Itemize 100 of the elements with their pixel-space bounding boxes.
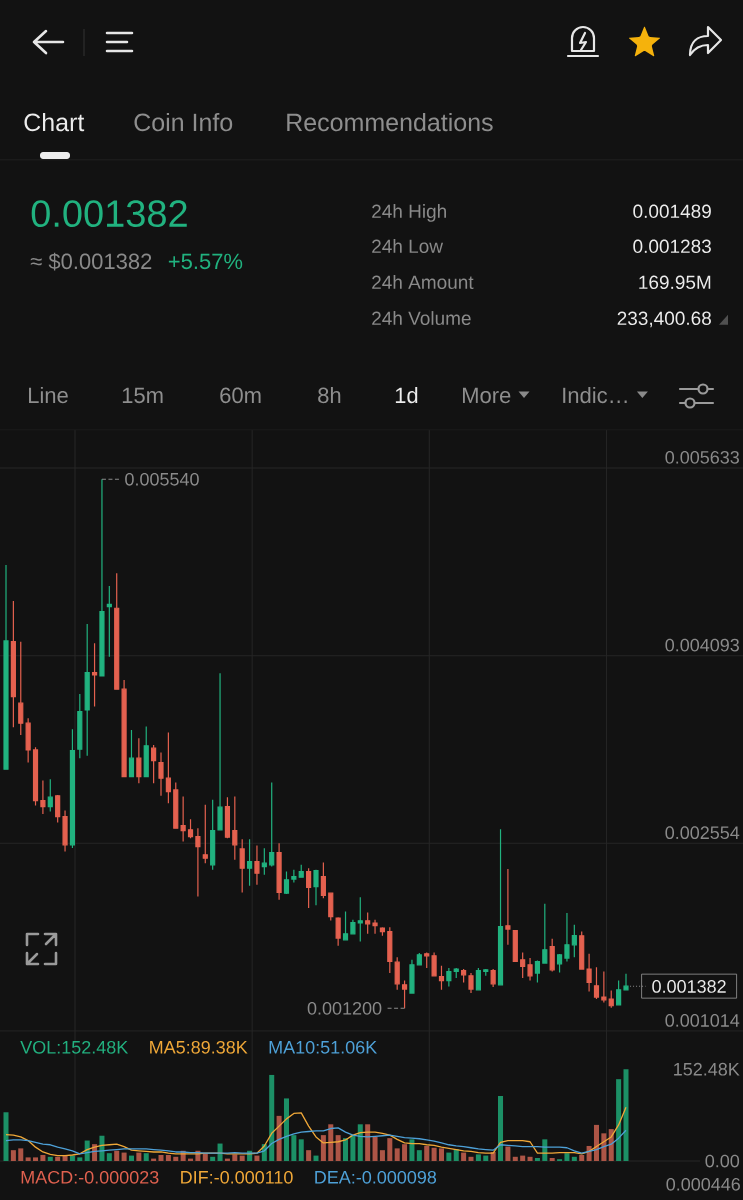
bar (350, 1135, 356, 1162)
bar (483, 1155, 489, 1162)
y-tick-label: 0.005633 (665, 450, 739, 464)
y-tick-label: 0.002554 (665, 826, 740, 840)
bar (593, 1124, 599, 1162)
bar (25, 1157, 31, 1162)
y-tick-label: 0.001014 (665, 1014, 740, 1027)
text: 15m (122, 387, 163, 404)
bar (276, 1115, 282, 1162)
bar (416, 1150, 422, 1162)
text: Recommendations (287, 112, 493, 132)
text: More (463, 387, 511, 404)
bar (564, 1153, 570, 1162)
text: 0.001489 (633, 204, 711, 219)
bar (3, 1112, 9, 1162)
bar (387, 1138, 393, 1162)
text: 233,400.68 (617, 311, 711, 328)
bar (328, 1124, 334, 1162)
bar (217, 1143, 223, 1162)
bar (165, 1154, 171, 1162)
bar (121, 1152, 127, 1162)
bar (18, 1148, 24, 1162)
bar (379, 1150, 385, 1162)
text: Chart (24, 112, 85, 132)
text: DEA:-0.000098 (315, 1170, 437, 1184)
text: 24h Volume (372, 311, 471, 326)
bar (475, 1154, 481, 1162)
bar (62, 1155, 68, 1162)
bar (424, 1145, 430, 1162)
bar (143, 1153, 149, 1162)
y-tick-label: 0.00 (705, 1154, 740, 1168)
bar (490, 1151, 496, 1162)
text: MA10:51.06K (269, 1040, 377, 1054)
bar (461, 1152, 467, 1162)
text: DIF:-0.000110 (181, 1170, 293, 1184)
bar (468, 1156, 474, 1162)
bar (136, 1152, 142, 1162)
bar (55, 1156, 61, 1162)
text: 60m (220, 387, 261, 404)
bar (505, 1146, 511, 1162)
bar (69, 1155, 75, 1162)
bar (534, 1158, 540, 1162)
bar (77, 1157, 83, 1162)
text: Line (29, 386, 68, 404)
text: 0.001382 (31, 200, 187, 228)
bar (239, 1155, 245, 1162)
text: 24h High (372, 204, 446, 222)
bar (335, 1135, 341, 1162)
bar (114, 1150, 120, 1162)
text: MACD:-0.000023 (21, 1170, 159, 1184)
text: +5.57% (168, 253, 243, 270)
bar (254, 1155, 260, 1162)
bar (313, 1155, 319, 1162)
text: ≈ $0.001382 (30, 252, 152, 271)
text: 0.001283 (633, 239, 711, 254)
ref-line-label: 0.001382 (652, 980, 726, 993)
text: 24h Amount (372, 275, 474, 290)
bar (579, 1154, 585, 1162)
annotation: 0.005540 (125, 472, 199, 486)
bar (365, 1124, 371, 1162)
text: 0.000446 (666, 1177, 740, 1191)
bar (512, 1156, 518, 1162)
annotation: 0.001200 (307, 1001, 382, 1015)
text: 1d (395, 386, 418, 404)
text: 169.95M (639, 275, 711, 290)
bar (291, 1135, 297, 1162)
bar (372, 1136, 378, 1162)
bar (446, 1152, 452, 1162)
bar (616, 1079, 622, 1162)
bar (394, 1148, 400, 1162)
bar (623, 1069, 629, 1162)
bar (343, 1138, 349, 1162)
bar (173, 1156, 179, 1162)
y-tick-label: 152.48K (674, 1062, 740, 1076)
bar (128, 1155, 134, 1162)
bar (298, 1139, 304, 1162)
bar (33, 1157, 39, 1162)
bar (320, 1135, 326, 1162)
y-tick-label: 0.004093 (665, 638, 739, 652)
bar (549, 1158, 555, 1162)
bar (283, 1098, 289, 1162)
text: 8h (318, 386, 341, 404)
text: Coin Info (134, 112, 233, 132)
bar (438, 1148, 444, 1162)
bar (10, 1150, 16, 1162)
text: 24h Low (372, 239, 444, 254)
bar (520, 1155, 526, 1162)
bar (409, 1139, 415, 1162)
bar (357, 1124, 363, 1162)
bar (269, 1074, 275, 1162)
bar (571, 1156, 577, 1162)
text: VOL:152.48K (20, 1040, 129, 1054)
text: Indic… (563, 386, 627, 404)
bar (498, 1096, 504, 1162)
bar (232, 1154, 238, 1162)
bar (106, 1153, 112, 1162)
bar (402, 1144, 408, 1162)
bar (306, 1150, 312, 1162)
bar (210, 1156, 216, 1162)
bar (527, 1156, 533, 1162)
